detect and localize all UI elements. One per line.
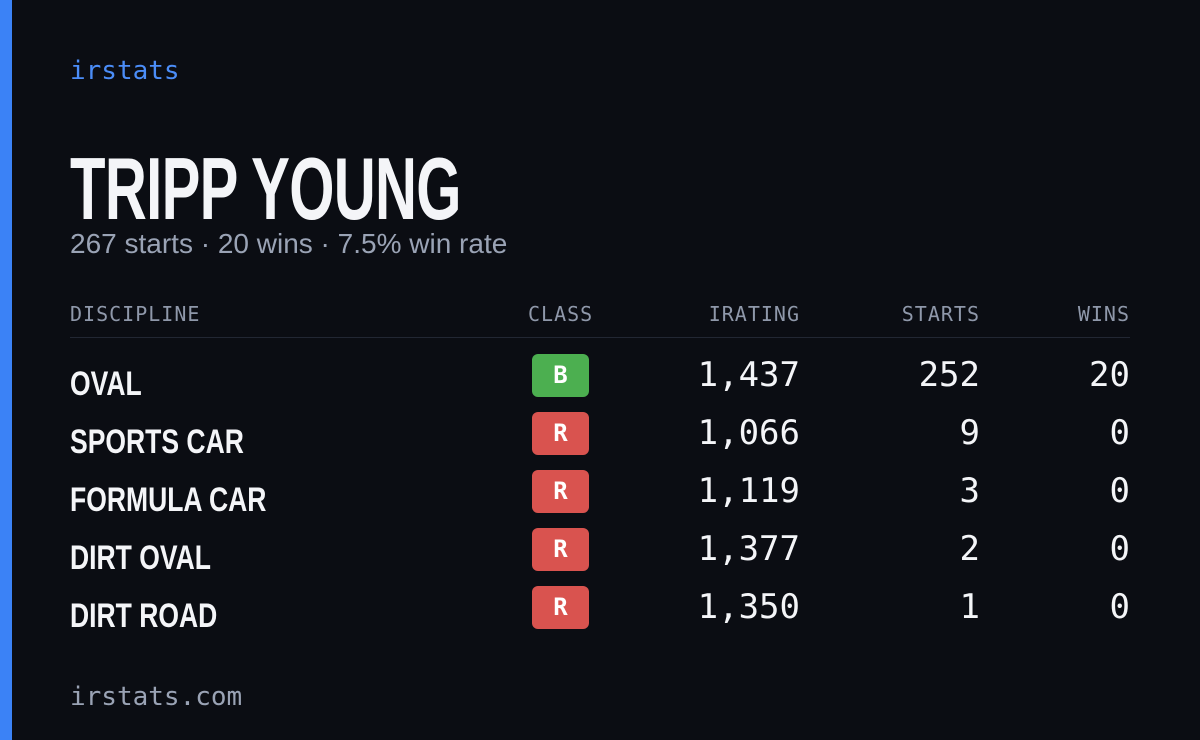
discipline: DIRT OVAL bbox=[70, 539, 211, 577]
class-badge: R bbox=[532, 586, 589, 629]
irating: 1,350 bbox=[697, 587, 800, 627]
starts: 3 bbox=[959, 471, 980, 511]
irating: 1,437 bbox=[697, 355, 800, 395]
footer-url: irstats.com bbox=[70, 682, 243, 712]
wins: 0 bbox=[1109, 413, 1130, 453]
irating: 1,066 bbox=[697, 413, 800, 453]
class-badge: R bbox=[532, 528, 589, 571]
column-header: WINS bbox=[1077, 302, 1130, 326]
irating: 1,377 bbox=[697, 529, 800, 569]
discipline: FORMULA CAR bbox=[70, 481, 267, 519]
discipline: SPORTS CAR bbox=[70, 423, 244, 461]
starts: 2 bbox=[959, 529, 980, 569]
brand: irstats bbox=[70, 56, 180, 86]
class-badge: R bbox=[532, 470, 589, 513]
wins: 20 bbox=[1089, 355, 1130, 395]
column-header: DISCIPLINE bbox=[70, 302, 201, 326]
class-badge: R bbox=[532, 412, 589, 455]
wins: 0 bbox=[1109, 529, 1130, 569]
discipline: DIRT ROAD bbox=[70, 597, 218, 635]
wins: 0 bbox=[1109, 587, 1130, 627]
header-rule bbox=[70, 337, 1130, 338]
column-header: CLASS bbox=[528, 302, 594, 326]
starts: 1 bbox=[959, 587, 980, 627]
summary: 267 starts · 20 wins · 7.5% win rate bbox=[70, 228, 508, 259]
irating: 1,119 bbox=[697, 471, 800, 511]
starts: 252 bbox=[918, 355, 980, 395]
starts: 9 bbox=[959, 413, 980, 453]
accent-bar bbox=[0, 0, 12, 740]
column-header: IRATING bbox=[708, 302, 800, 326]
class-badge: B bbox=[532, 354, 589, 397]
column-header: STARTS bbox=[901, 302, 980, 326]
discipline: OVAL bbox=[70, 365, 142, 403]
wins: 0 bbox=[1109, 471, 1130, 511]
driver-name: TRIPP YOUNG bbox=[70, 139, 461, 238]
